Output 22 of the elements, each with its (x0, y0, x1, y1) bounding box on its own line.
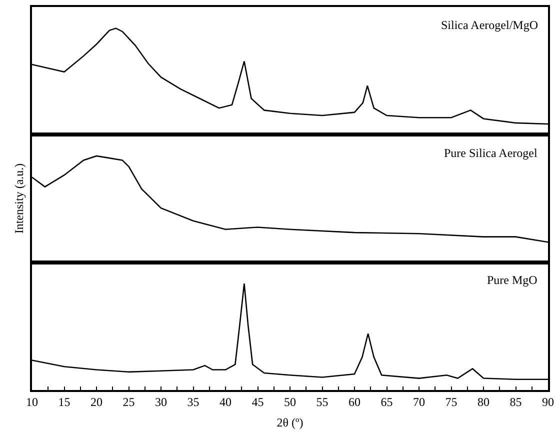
x-tick-label: 20 (90, 395, 102, 410)
x-tick-label: 50 (284, 395, 296, 410)
x-axis-title: 2θ (º) (276, 416, 304, 430)
x-tick-label: 70 (413, 395, 425, 410)
x-tick-label: 75 (445, 395, 458, 410)
text: Silica Aerogel/MgO (441, 18, 538, 32)
text: Pure MgO (487, 273, 538, 287)
x-tick-label: 45 (252, 395, 264, 410)
x-tick-label: 40 (220, 395, 232, 410)
x-tick-label: 85 (510, 395, 522, 410)
y-axis-title: Intensity (a.u.) (12, 163, 26, 234)
x-tick-label: 90 (542, 395, 554, 410)
x-tick-label: 25 (122, 395, 135, 410)
x-tick-label: 55 (316, 395, 328, 410)
x-tick-label: 35 (187, 395, 200, 410)
x-tick-label: 65 (380, 395, 393, 410)
x-tick-label: 30 (155, 395, 167, 410)
x-tick-label: 10 (26, 395, 38, 410)
x-tick-label: 80 (478, 395, 490, 410)
x-tick-label: 15 (58, 395, 70, 410)
text: Pure Silica Aerogel (444, 146, 538, 160)
x-tick-label: 60 (348, 395, 360, 410)
